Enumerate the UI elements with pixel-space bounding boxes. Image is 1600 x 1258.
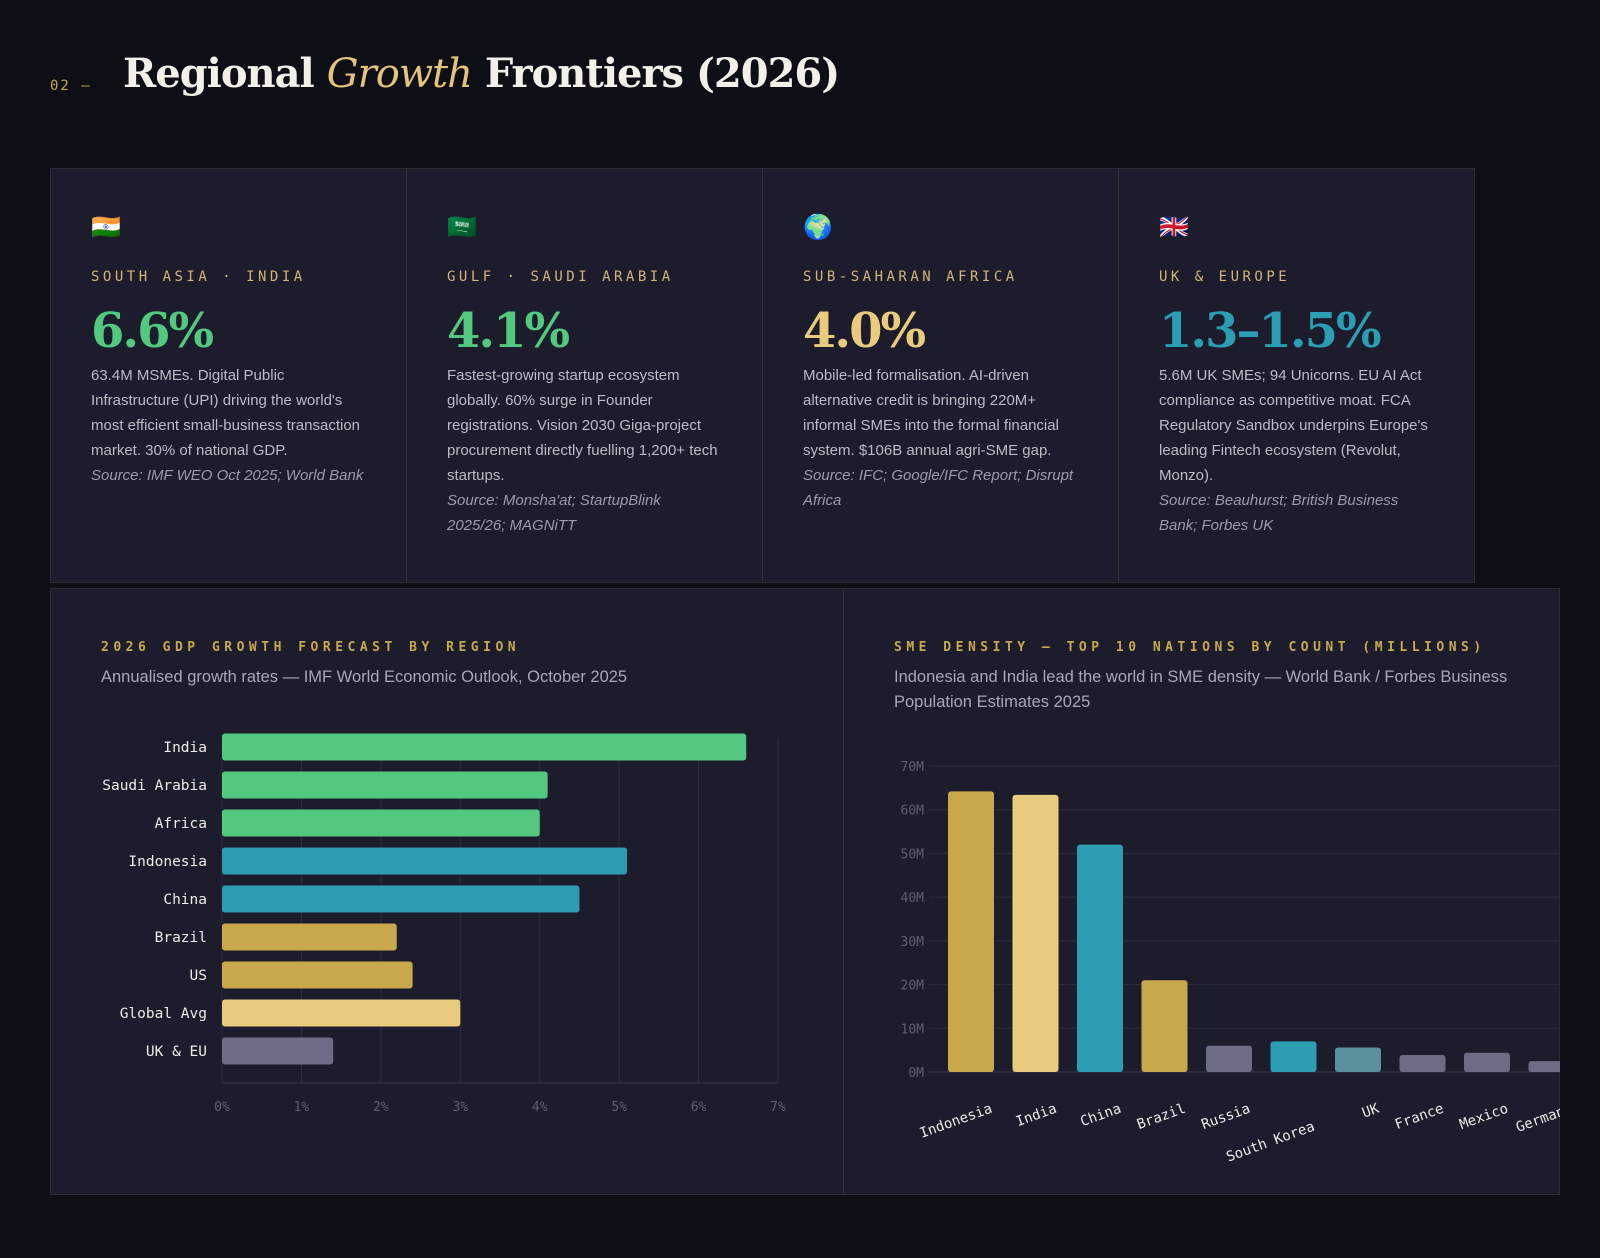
bar-indonesia: [948, 791, 994, 1072]
x-category-label: South Korea: [1224, 1119, 1317, 1166]
y-category-label: UK & EU: [146, 1044, 207, 1060]
region-description: 5.6M UK SMEs; 94 Unicorns. EU AI Act com…: [1159, 367, 1428, 484]
x-category-label: Mexico: [1457, 1101, 1510, 1133]
globe-africa-icon: 🌍: [803, 214, 833, 241]
x-tick-label: 6%: [691, 1100, 707, 1115]
region-cards: 🇮🇳 SOUTH ASIA · INDIA 6.6% 63.4M MSMEs. …: [50, 168, 1475, 583]
x-category-label: Germany: [1514, 1101, 1560, 1136]
bar-uk-eu: [222, 1037, 334, 1065]
x-tick-label: 4%: [532, 1100, 548, 1115]
bar-indonesia: [222, 847, 628, 875]
y-tick-label: 30M: [901, 935, 925, 950]
bar-brazil: [222, 923, 397, 951]
y-tick-label: 60M: [901, 804, 925, 819]
bar-uk: [1335, 1047, 1381, 1072]
region-card-africa: 🌍 SUB-SAHARAN AFRICA 4.0% Mobile-led for…: [763, 169, 1119, 582]
region-description: Mobile-led formalisation. AI-driven alte…: [803, 367, 1059, 459]
y-category-label: Indonesia: [128, 854, 207, 870]
region-label: SUB-SAHARAN AFRICA: [803, 269, 1018, 285]
bar-india: [222, 733, 747, 761]
region-label: UK & EUROPE: [1159, 269, 1291, 285]
y-tick-label: 0M: [908, 1066, 924, 1081]
region-label: GULF · SAUDI ARABIA: [447, 269, 674, 285]
region-source: Source: Beauhurst; British Business Bank…: [1159, 492, 1399, 534]
bar-china: [1077, 844, 1123, 1072]
x-tick-label: 5%: [611, 1100, 627, 1115]
region-card-uk-europe: 🇬🇧 UK & EUROPE 1.3–1.5% 5.6M UK SMEs; 94…: [1119, 169, 1474, 582]
y-category-label: US: [190, 968, 207, 984]
y-category-label: China: [163, 892, 207, 908]
y-tick-label: 40M: [901, 891, 925, 906]
y-tick-label: 20M: [901, 979, 925, 994]
india-flag-icon: 🇮🇳: [91, 214, 121, 241]
bar-saudi-arabia: [222, 771, 548, 799]
x-tick-label: 3%: [452, 1100, 468, 1115]
x-category-label: India: [1014, 1101, 1059, 1130]
x-category-label: UK: [1360, 1101, 1382, 1122]
sme-chart-title: SME DENSITY — TOP 10 NATIONS BY COUNT (M…: [894, 640, 1486, 655]
bar-india: [1012, 794, 1059, 1072]
y-category-label: Brazil: [155, 930, 207, 946]
x-category-label: Brazil: [1135, 1101, 1188, 1133]
region-source: Source: Monsha'at; StartupBlink 2025/26;…: [447, 492, 661, 534]
sme-chart-subtitle: Indonesia and India lead the world in SM…: [894, 668, 1508, 711]
uk-flag-icon: 🇬🇧: [1159, 214, 1189, 241]
y-tick-label: 50M: [901, 847, 925, 862]
growth-value: 4.0%: [803, 303, 926, 359]
x-tick-label: 2%: [373, 1100, 389, 1115]
bar-us: [222, 961, 413, 989]
growth-value: 6.6%: [91, 303, 214, 359]
region-card-india: 🇮🇳 SOUTH ASIA · INDIA 6.6% 63.4M MSMEs. …: [51, 169, 407, 582]
x-category-label: China: [1078, 1101, 1123, 1130]
y-tick-label: 10M: [901, 1022, 925, 1037]
bar-africa: [222, 809, 540, 837]
x-tick-label: 0%: [214, 1100, 230, 1115]
region-card-saudi-arabia: 🇸🇦 GULF · SAUDI ARABIA 4.1% Fastest-grow…: [407, 169, 763, 582]
x-tick-label: 7%: [770, 1100, 786, 1115]
x-category-label: Indonesia: [918, 1101, 995, 1142]
sme-column-chart: 0M 10M 20M 30M 40M 50M 60M 70M Indonesia India Chi…: [901, 760, 1560, 1166]
y-category-label: Africa: [155, 816, 207, 832]
y-tick-label: 70M: [901, 760, 925, 775]
growth-value: 1.3–1.5%: [1159, 303, 1382, 359]
bar-south-korea: [1270, 1041, 1317, 1072]
growth-value: 4.1%: [447, 303, 570, 359]
bar-germany: [1528, 1061, 1560, 1072]
region-source: Source: IFC; Google/IFC Report; Disrupt …: [803, 467, 1074, 509]
bar-global-avg: [222, 999, 461, 1027]
x-category-label: Russia: [1199, 1101, 1252, 1133]
x-tick-label: 1%: [294, 1100, 310, 1115]
region-description: 63.4M MSMEs. Digital Public Infrastructu…: [91, 367, 361, 459]
bar-brazil: [1141, 980, 1188, 1072]
y-category-label: Saudi Arabia: [102, 778, 207, 794]
region-description: Fastest-growing startup ecosystem global…: [447, 367, 718, 484]
section-number: 02 —: [50, 78, 92, 94]
region-source: Source: IMF WEO Oct 2025; World Bank: [91, 467, 364, 484]
gdp-chart-title: 2026 GDP GROWTH FORECAST BY REGION: [101, 640, 521, 655]
x-category-label: France: [1393, 1101, 1446, 1133]
bar-france: [1399, 1054, 1446, 1072]
bar-russia: [1206, 1045, 1252, 1072]
y-category-label: Global Avg: [120, 1006, 207, 1022]
page-title: Regional Growth Frontiers (2026): [123, 50, 840, 97]
gdp-chart-subtitle: Annualised growth rates — IMF World Econ…: [101, 668, 628, 686]
sme-chart-panel: SME DENSITY — TOP 10 NATIONS BY COUNT (M…: [844, 589, 1560, 1194]
gdp-chart-panel: 2026 GDP GROWTH FORECAST BY REGION Annua…: [51, 589, 844, 1194]
saudi-flag-icon: 🇸🇦: [447, 214, 477, 241]
bar-mexico: [1464, 1052, 1510, 1072]
gdp-bar-chart: 0% 1% 2% 3% 4% 5% 6% 7% India Saudi Arabia Africa I…: [102, 733, 786, 1115]
bar-china: [222, 885, 580, 913]
region-label: SOUTH ASIA · INDIA: [91, 269, 306, 285]
y-category-label: India: [163, 740, 207, 756]
charts-section: 2026 GDP GROWTH FORECAST BY REGION Annua…: [50, 588, 1560, 1195]
